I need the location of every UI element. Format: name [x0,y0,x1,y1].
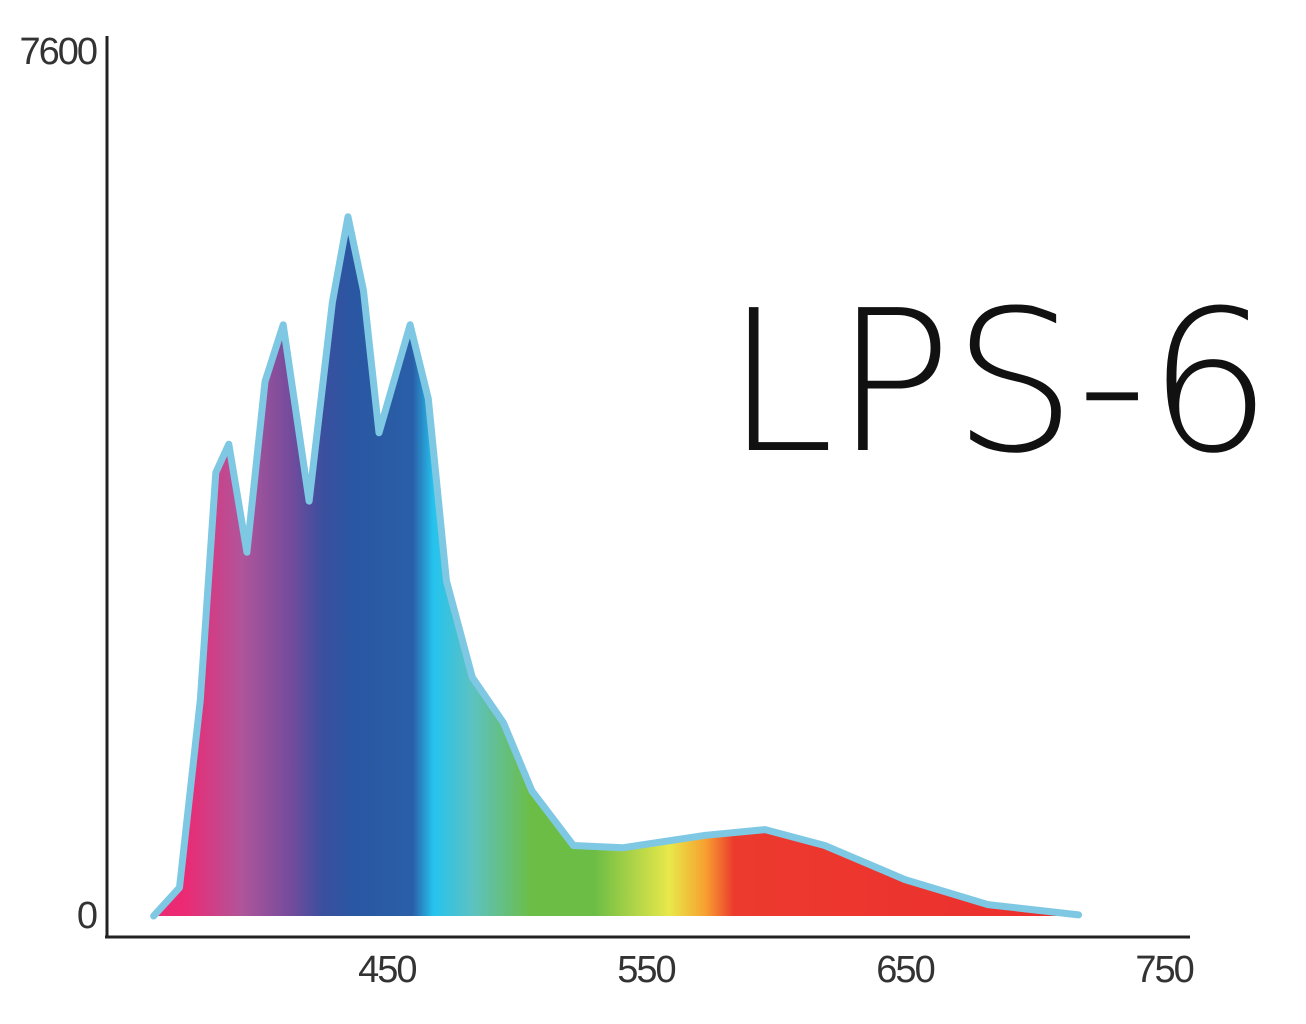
x-tick-label: 550 [617,949,675,991]
chart-title: LPS-6 [725,269,1272,497]
y-tick-label: 7600 [19,31,96,73]
spectrum-line [150,213,1083,920]
x-tick-label: 650 [876,949,934,991]
y-tick-label: 0 [77,895,97,937]
x-tick-label: 450 [358,949,416,991]
spectrum-area [153,216,1079,917]
x-tick-label: 750 [1135,949,1193,991]
